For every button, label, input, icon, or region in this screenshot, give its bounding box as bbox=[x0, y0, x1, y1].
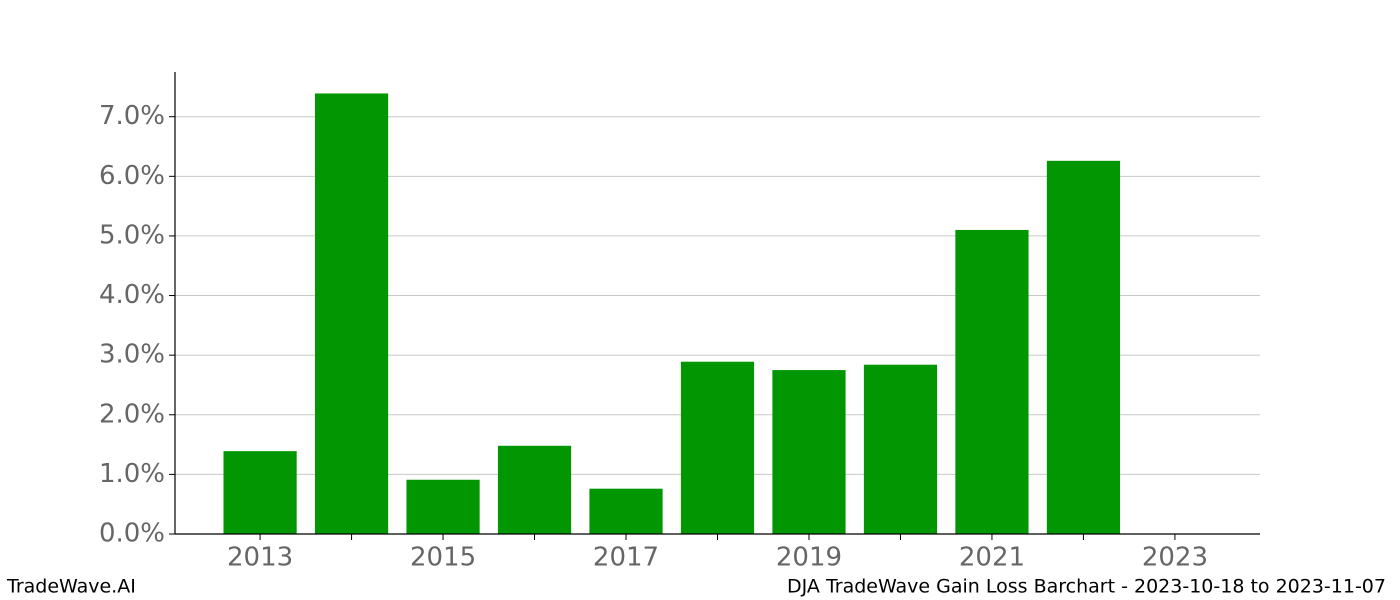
y-tick-label: 1.0% bbox=[99, 459, 165, 489]
y-tick-label: 3.0% bbox=[99, 340, 165, 370]
bar bbox=[772, 370, 846, 534]
y-tick-label: 6.0% bbox=[99, 161, 165, 191]
bar bbox=[1046, 160, 1121, 534]
bar bbox=[497, 445, 572, 534]
x-tick-label: 2017 bbox=[593, 543, 659, 573]
x-tick-label: 2015 bbox=[410, 543, 476, 573]
x-tick-label: 2021 bbox=[959, 543, 1025, 573]
x-tick-label: 2023 bbox=[1142, 543, 1208, 573]
y-tick-label: 0.0% bbox=[99, 519, 165, 549]
y-tick-label: 2.0% bbox=[99, 399, 165, 429]
watermark: TradeWave.AI bbox=[6, 576, 136, 598]
y-tick-label: 4.0% bbox=[99, 280, 165, 310]
bar bbox=[406, 479, 480, 534]
bar bbox=[955, 229, 1029, 535]
bar bbox=[863, 364, 938, 534]
bar bbox=[680, 361, 755, 534]
x-tick-label: 2019 bbox=[776, 543, 842, 573]
bar bbox=[223, 451, 297, 534]
chart-title: DJA TradeWave Gain Loss Barchart - 2023-… bbox=[787, 576, 1386, 598]
y-tick-label: 5.0% bbox=[99, 220, 165, 250]
bar bbox=[589, 488, 663, 534]
y-tick-label: 7.0% bbox=[99, 101, 165, 131]
bar bbox=[314, 93, 389, 535]
x-tick-label: 2013 bbox=[227, 543, 293, 573]
